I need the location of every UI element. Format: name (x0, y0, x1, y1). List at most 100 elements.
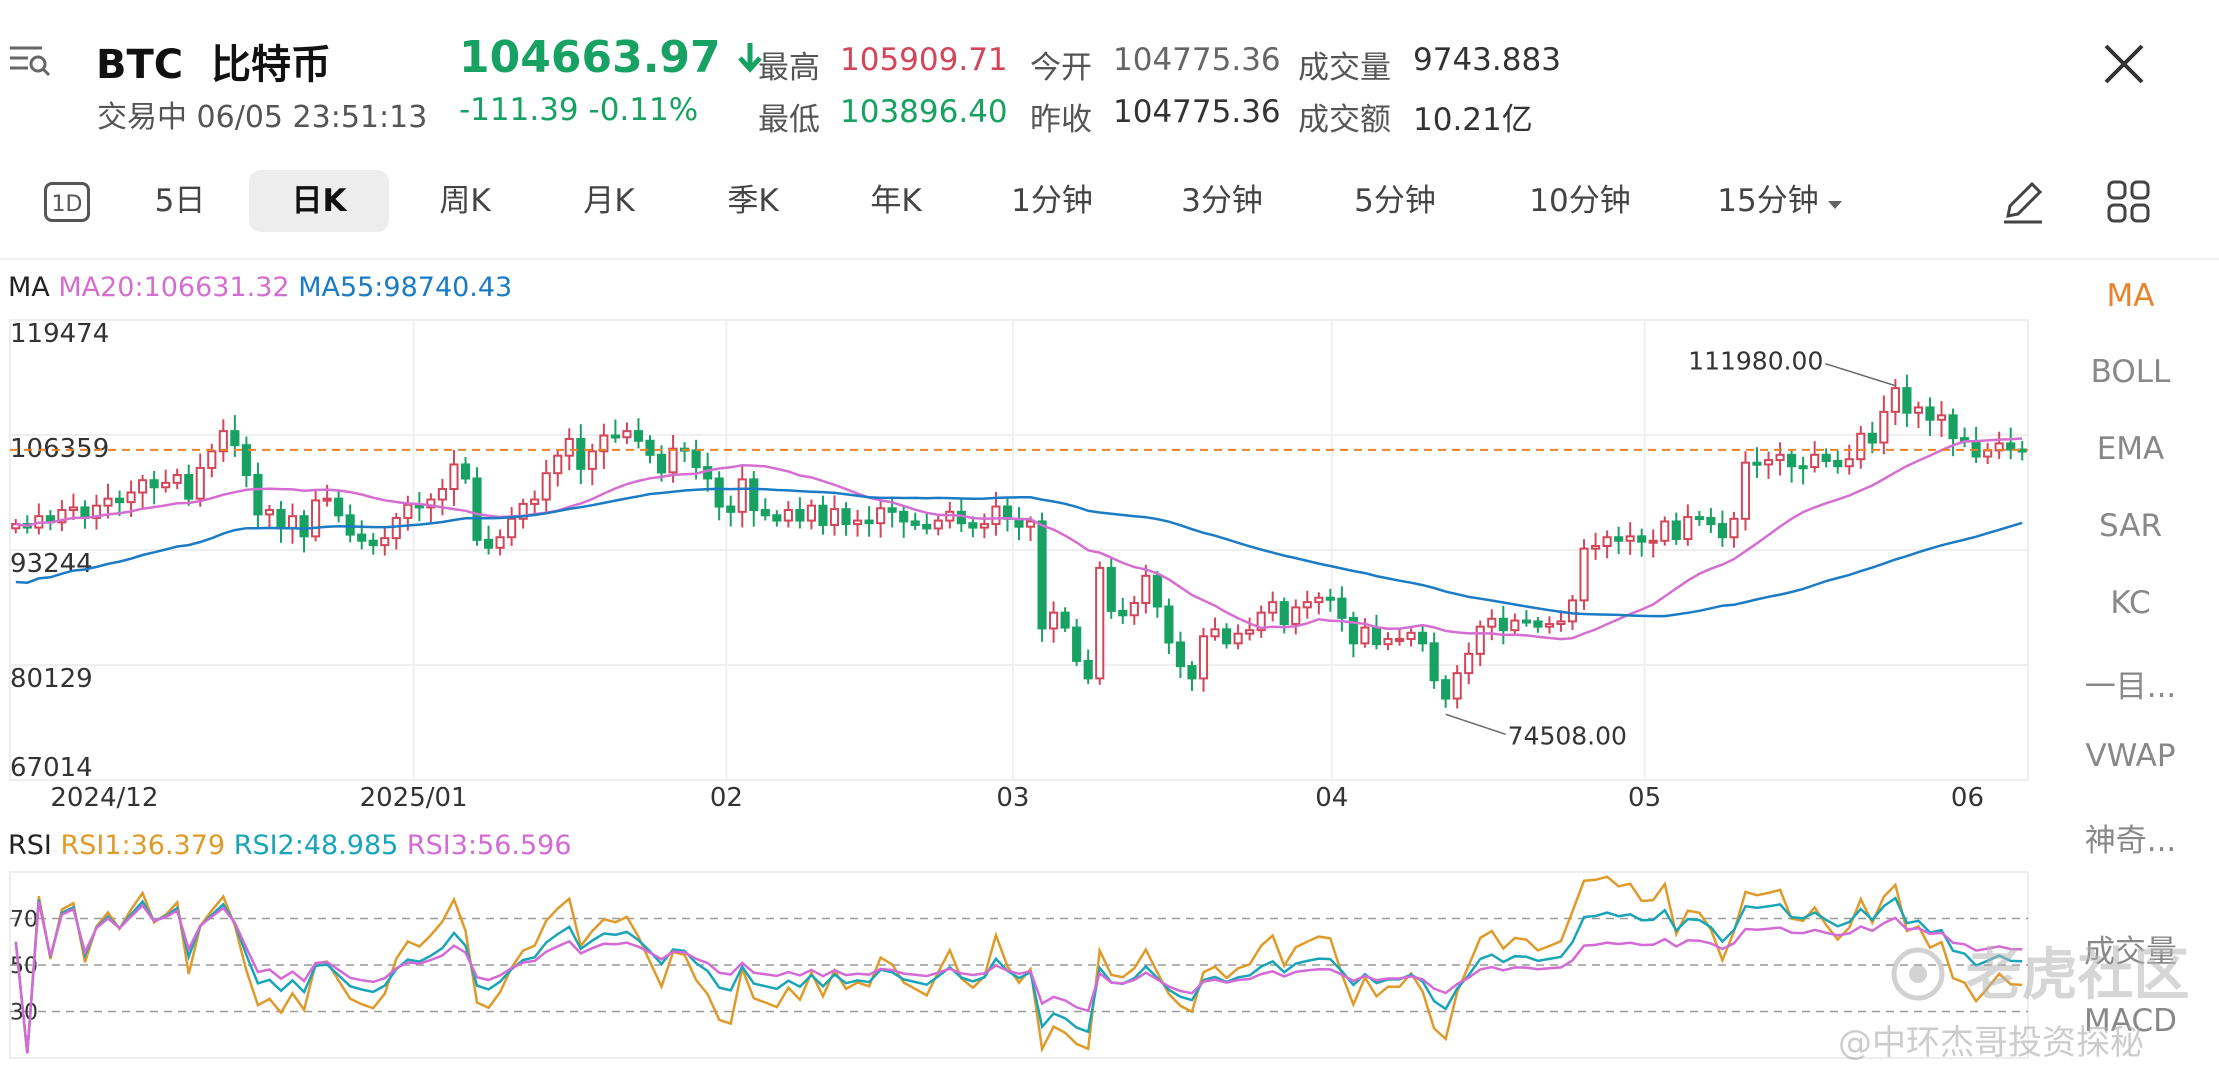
candle (1464, 652, 1474, 675)
indicator-magic[interactable]: 神奇... (2084, 823, 2177, 859)
candle (483, 538, 494, 549)
candle (1198, 635, 1209, 680)
candle (714, 477, 724, 508)
candle (449, 463, 459, 491)
candle (1418, 631, 1428, 645)
dropdown-arrow-icon[interactable] (1826, 196, 1844, 215)
candle (933, 519, 943, 530)
candle (1833, 459, 1843, 468)
indicator-kc[interactable]: KC (2110, 585, 2151, 621)
indicator-macd[interactable]: MACD (2084, 1003, 2177, 1039)
candle (1406, 631, 1416, 640)
candle (1118, 609, 1128, 617)
candle (391, 516, 401, 540)
tab-15min[interactable]: 15分钟 (1717, 183, 1819, 219)
candle (1383, 637, 1393, 646)
draw-pen-icon[interactable] (1998, 176, 2048, 230)
candle (1925, 406, 1935, 421)
candle (1164, 605, 1174, 644)
candle (899, 510, 909, 523)
indicator-vwap[interactable]: VWAP (2085, 738, 2176, 774)
high-value: 105909.71 (840, 42, 1008, 78)
indicator-sar[interactable]: SAR (2099, 508, 2162, 544)
candle (1394, 637, 1405, 642)
candle (241, 444, 251, 476)
tab-quarterly-k[interactable]: 季K (727, 183, 779, 219)
candle (1913, 406, 1924, 414)
candle (1775, 453, 1785, 462)
candle (864, 519, 874, 525)
candle (979, 523, 989, 529)
candle (1879, 410, 1889, 444)
tab-3min[interactable]: 3分钟 (1181, 183, 1263, 219)
open-value: 104775.36 (1113, 42, 1281, 78)
datetime: 06/05 23:51:13 (196, 100, 428, 135)
candle (57, 509, 67, 524)
annotation-leader (1445, 713, 1506, 735)
candle (1844, 458, 1854, 468)
candle (760, 509, 770, 517)
candle (472, 477, 482, 541)
candle (1141, 574, 1151, 604)
candle (195, 466, 205, 500)
candle (564, 438, 574, 457)
indicator-ema[interactable]: EMA (2096, 431, 2165, 467)
indicator-ichimoku[interactable]: 一目... (2084, 669, 2177, 705)
candle (138, 479, 148, 494)
candle (161, 481, 171, 489)
candle (1429, 642, 1439, 682)
candle (1279, 601, 1289, 626)
candle (1740, 461, 1751, 520)
tab-1min[interactable]: 1分钟 (1011, 183, 1093, 219)
candle (299, 515, 309, 538)
tab-weekly-k[interactable]: 周K (439, 183, 491, 219)
tab-monthly-k[interactable]: 月K (583, 183, 635, 219)
tab-1d[interactable]: 1D (44, 182, 90, 222)
candle (1221, 628, 1232, 645)
candle (1106, 566, 1116, 612)
candle (876, 507, 886, 525)
tab-5day[interactable]: 5日 (154, 183, 206, 219)
candle (645, 439, 655, 456)
candle (818, 504, 828, 526)
candle (380, 537, 390, 547)
candle (1187, 665, 1197, 680)
candle (1602, 536, 1612, 548)
candle (184, 473, 194, 500)
candle (633, 430, 644, 442)
tab-5min[interactable]: 5分钟 (1354, 183, 1436, 219)
candle (1567, 599, 1578, 623)
tab-yearly-k[interactable]: 年K (870, 183, 922, 219)
rsi1-line (14, 875, 2023, 1054)
candle (1729, 517, 1739, 539)
candle (1983, 449, 1993, 458)
candle (1233, 632, 1243, 645)
divider (0, 258, 2219, 260)
indicator-boll[interactable]: BOLL (2090, 354, 2171, 390)
candle (1821, 453, 1831, 462)
candle (1002, 505, 1013, 520)
indicator-ma[interactable]: MA (2106, 278, 2155, 314)
tab-daily-k[interactable]: 日K (249, 170, 389, 232)
candle (437, 488, 448, 501)
candle (968, 522, 978, 529)
candle (172, 473, 182, 484)
tab-10min[interactable]: 10分钟 (1529, 183, 1631, 219)
menu-icon[interactable] (6, 40, 52, 80)
candle (311, 499, 321, 538)
grid-layout-icon[interactable] (2105, 178, 2153, 230)
candle (530, 498, 540, 505)
candle (1452, 672, 1462, 700)
candle (345, 514, 355, 536)
indicator-volume[interactable]: 成交量 (2084, 934, 2177, 970)
candle (1348, 616, 1358, 645)
y-tick-label: 67014 (10, 753, 93, 783)
candle (703, 466, 713, 480)
candle (541, 472, 551, 501)
candle (1798, 465, 1808, 470)
close-icon[interactable] (2100, 40, 2148, 88)
candle (622, 430, 632, 439)
candle (1694, 516, 1704, 521)
